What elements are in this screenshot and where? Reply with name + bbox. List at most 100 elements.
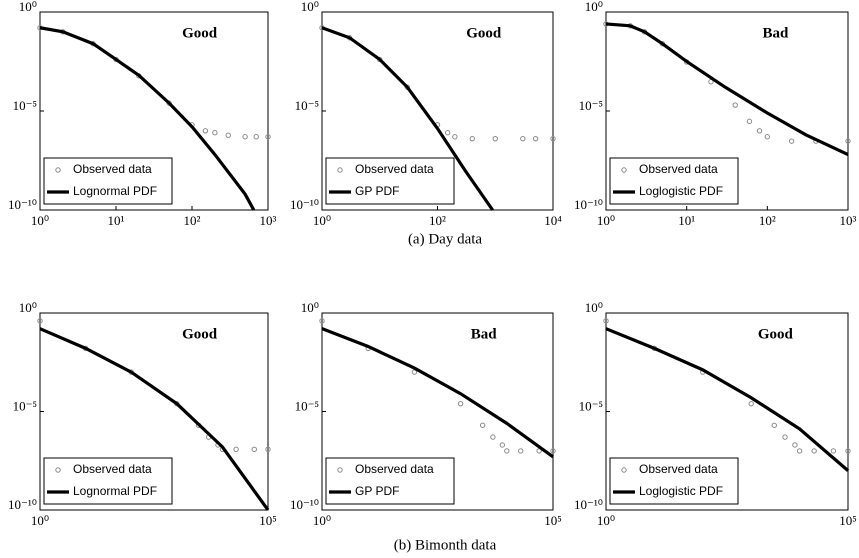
y-tick-label: 10⁻¹⁰ — [290, 197, 319, 212]
x-tick-label: 10⁰ — [597, 213, 615, 228]
y-tick-label: 10⁰ — [19, 300, 37, 315]
data-point — [520, 135, 526, 142]
data-point — [550, 448, 556, 454]
data-point — [764, 134, 771, 140]
legend-label: Observed data — [639, 462, 718, 476]
data-point — [782, 434, 788, 440]
annotation: Bad — [471, 326, 498, 342]
x-tick-label: 10¹ — [108, 213, 125, 228]
legend-marker — [337, 167, 343, 173]
data-point — [746, 118, 753, 125]
x-tick-label: 10¹ — [678, 213, 695, 228]
pdf-line — [605, 22, 849, 157]
legend-label: Observed data — [73, 462, 152, 476]
y-tick-label: 10⁻⁵ — [579, 98, 603, 113]
x-tick-label: 10⁴ — [544, 213, 562, 228]
legend-label: Lognormal PDF — [73, 484, 157, 498]
x-tick-label: 10² — [184, 213, 201, 228]
panel: 10⁰ 10⁵ 10⁰ 10⁻⁵ 10⁻¹⁰ Good Observed data Logno… — [8, 300, 277, 528]
data-point — [732, 102, 738, 108]
legend-box — [325, 157, 455, 205]
data-point — [265, 446, 271, 453]
data-point — [319, 318, 325, 324]
data-point — [212, 130, 218, 136]
data-point — [518, 448, 524, 454]
data-point — [504, 448, 510, 454]
data-point — [225, 132, 231, 138]
x-tick-label: 10³ — [840, 213, 857, 228]
legend-label: Loglogistic PDF — [639, 184, 723, 198]
data-point — [756, 128, 763, 134]
legend-label: Observed data — [355, 462, 434, 476]
legend-marker — [337, 467, 343, 473]
data-point — [788, 138, 795, 144]
pdf-line — [321, 26, 494, 211]
pdf-line — [321, 327, 554, 459]
data-point — [748, 400, 754, 407]
legend-box — [43, 157, 173, 205]
y-tick-label: 10⁰ — [585, 300, 603, 315]
legend-box — [43, 457, 173, 505]
x-tick-label: 10³ — [260, 213, 277, 228]
legend-label: Observed data — [355, 162, 434, 176]
data-point — [845, 138, 851, 144]
data-point — [771, 422, 777, 428]
pdf-line — [39, 26, 256, 211]
x-tick-label: 10² — [759, 213, 776, 228]
data-point — [550, 135, 556, 142]
y-tick-label: 10⁻⁵ — [295, 98, 319, 113]
legend-box — [609, 457, 739, 505]
pdf-line — [39, 327, 270, 511]
y-tick-label: 10⁻¹⁰ — [8, 197, 37, 212]
data-point — [444, 130, 451, 136]
y-tick-label: 10⁻⁵ — [13, 398, 37, 413]
y-tick-label: 10⁻⁵ — [13, 98, 37, 113]
legend-marker — [621, 467, 627, 473]
y-tick-label: 10⁻¹⁰ — [8, 497, 37, 512]
panel: 10⁰ 10¹ 10² 10³ 10⁰ 10⁻⁵ 10⁻¹⁰ Good Observed dat… — [8, 0, 277, 228]
data-point — [811, 448, 817, 454]
y-tick-label: 10⁻¹⁰ — [574, 497, 603, 512]
data-point — [830, 448, 837, 454]
data-point — [796, 448, 803, 454]
data-point — [253, 134, 259, 140]
x-tick-label: 10⁵ — [839, 513, 857, 528]
y-tick-label: 10⁰ — [19, 0, 37, 14]
legend-label: Observed data — [639, 162, 718, 176]
x-tick-label: 10⁰ — [313, 213, 331, 228]
legend-marker — [55, 467, 61, 473]
legend-label: GP PDF — [355, 184, 399, 198]
legend-marker — [621, 167, 627, 173]
panel: 10⁰ 10⁵ 10⁰ 10⁻⁵ 10⁻¹⁰ Bad Observed data GP PDF — [290, 300, 562, 528]
pdf-line — [605, 327, 850, 472]
data-point — [492, 135, 498, 142]
data-point — [242, 134, 248, 140]
data-point — [265, 134, 271, 140]
panel: 10⁰ 10¹ 10² 10³ 10⁰ 10⁻⁵ 10⁻¹⁰ Bad Observed data… — [574, 0, 857, 228]
x-tick-label: 10² — [429, 213, 446, 228]
y-tick-label: 10⁰ — [301, 300, 319, 315]
y-tick-label: 10⁻⁵ — [579, 398, 603, 413]
legend-box — [609, 157, 739, 205]
x-tick-label: 10⁰ — [31, 513, 49, 528]
annotation: Good — [182, 326, 218, 342]
x-tick-label: 10⁵ — [259, 513, 277, 528]
x-tick-label: 10⁰ — [31, 213, 49, 228]
legend-label: Observed data — [73, 162, 152, 176]
data-point — [490, 434, 496, 440]
data-point — [233, 446, 239, 453]
annotation: Bad — [762, 25, 789, 41]
data-point — [469, 135, 475, 142]
data-point — [457, 400, 464, 407]
caption: (a) Day data — [408, 231, 482, 247]
legend-label: GP PDF — [355, 484, 399, 498]
panel: 10⁰ 10² 10⁴ 10⁰ 10⁻⁵ 10⁻¹⁰ Good Observed data GP… — [290, 0, 562, 228]
y-tick-label: 10⁰ — [585, 0, 603, 14]
y-tick-label: 10⁻¹⁰ — [574, 197, 603, 212]
legend-label: Lognormal PDF — [73, 184, 157, 198]
data-point — [479, 422, 486, 428]
data-point — [792, 442, 798, 448]
y-tick-label: 10⁻¹⁰ — [290, 497, 319, 512]
caption: (b) Bimonth data — [394, 537, 497, 553]
